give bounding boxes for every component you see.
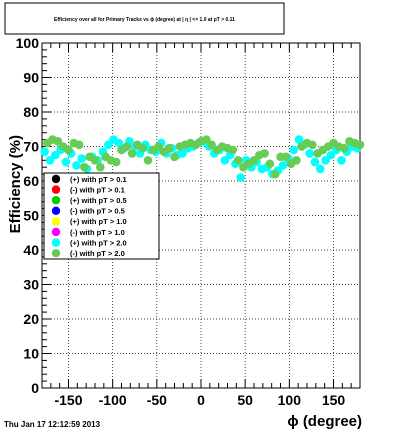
data-point [315, 164, 325, 174]
legend-entry: (-) with pT > 1.0 [70, 228, 125, 237]
x-tick-label: -50 [147, 392, 167, 408]
y-axis-label: Efficiency (%) [7, 135, 24, 233]
data-point [308, 140, 317, 150]
legend-entry: (+) with pT > 2.0 [70, 238, 127, 247]
tick-labels: -150 -100 -50 0 50 100 150 0 10 20 30 40 50 60 70 80 90 1… [16, 35, 346, 408]
y-tick-label: 10 [23, 346, 39, 362]
data-point [127, 149, 137, 158]
data-point [64, 145, 73, 155]
data-point [202, 135, 211, 144]
data-point [310, 157, 320, 167]
data-point [305, 149, 314, 158]
legend-entry: (-) with pT > 0.1 [70, 185, 125, 194]
grid-lines [42, 43, 360, 388]
data-point [111, 157, 121, 167]
data-point [292, 156, 301, 165]
y-tick-label: 30 [23, 277, 39, 293]
y-tick-label: 40 [23, 242, 39, 258]
data-point [61, 157, 71, 167]
y-tick-label: 70 [23, 139, 39, 155]
legend-marker [51, 227, 61, 237]
data-point [90, 156, 100, 165]
title-box [4, 2, 285, 35]
data-point [265, 159, 275, 169]
legend-marker [51, 196, 61, 205]
data-point [103, 140, 113, 150]
data-point [339, 143, 349, 153]
data-point [236, 173, 246, 182]
data-point [114, 138, 124, 148]
data-point [270, 169, 280, 179]
data-point [74, 140, 84, 150]
y-tick-label: 80 [23, 104, 39, 120]
data-point [337, 156, 346, 165]
data-point [321, 156, 330, 165]
legend-marker [51, 238, 61, 247]
data-point [50, 150, 60, 160]
y-tick-label: 50 [23, 208, 39, 224]
date-stamp: Thu Jan 17 12:12:59 2013 [4, 420, 101, 429]
data-point [281, 152, 291, 162]
x-tick-label: 0 [197, 392, 205, 408]
data-point [53, 137, 63, 146]
data-point [77, 154, 87, 163]
data-point [294, 135, 304, 144]
data-point [207, 140, 216, 150]
data-point [278, 161, 288, 170]
data-point [80, 162, 89, 172]
legend: (+) with pT > 0.1(-) with pT > 0.1 (+) wi… [51, 174, 127, 258]
x-tick-label: -150 [54, 392, 82, 408]
y-tick-label: 0 [31, 380, 39, 396]
x-tick-label: 100 [278, 392, 302, 408]
data-point [220, 156, 230, 165]
data-point [326, 150, 336, 160]
legend-entry: (+) with pT > 0.1 [70, 175, 127, 184]
x-axis-label: ϕ (degree) [287, 413, 362, 430]
legend-marker [51, 185, 61, 194]
data-point [170, 152, 179, 162]
data-points [40, 135, 365, 182]
data-point [45, 156, 55, 165]
y-tick-label: 60 [23, 173, 39, 189]
data-point [355, 140, 365, 150]
legend-entry: (-) with pT > 0.5 [70, 207, 125, 216]
y-tick-label: 100 [16, 35, 40, 51]
legend-marker [51, 174, 61, 184]
data-point [164, 143, 174, 153]
data-point [154, 142, 163, 151]
legend-entry: (+) with pT > 0.5 [70, 196, 127, 205]
legend-marker [51, 217, 61, 226]
x-tick-label: -100 [99, 392, 127, 408]
x-tick-label: 50 [237, 392, 253, 408]
legend-entry: (-) with pT > 2.0 [70, 249, 125, 258]
legend-box [43, 172, 160, 260]
data-point [228, 145, 238, 155]
data-point [143, 156, 153, 165]
y-tick-label: 20 [23, 311, 39, 327]
data-point [233, 156, 243, 165]
data-point [122, 142, 132, 151]
data-point [260, 149, 269, 158]
data-point [96, 162, 105, 172]
legend-marker [51, 206, 61, 215]
data-point [289, 145, 299, 155]
data-point [40, 147, 49, 156]
x-tick-label: 150 [322, 392, 346, 408]
legend-entry: (+) with pT > 1.0 [70, 217, 127, 226]
y-tick-label: 90 [23, 70, 39, 86]
data-point [138, 143, 147, 153]
data-point [178, 149, 187, 158]
data-point [249, 156, 259, 165]
chart-title: Efficiency over all for Primary Tracks v… [54, 17, 235, 23]
legend-marker [51, 249, 61, 258]
data-point [72, 161, 81, 170]
